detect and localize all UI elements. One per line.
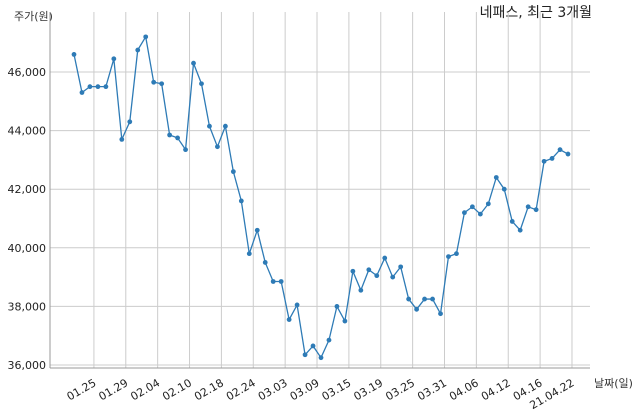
x-tick-label: 02.24 xyxy=(224,376,258,403)
x-tick-labels: 01.2501.2902.0402.1002.1802.2403.0303.09… xyxy=(65,376,577,412)
data-point xyxy=(565,151,571,157)
data-points xyxy=(71,34,571,361)
x-axis-label: 날짜(일) xyxy=(594,376,633,390)
data-point xyxy=(549,156,555,161)
data-point xyxy=(310,343,316,349)
data-point xyxy=(493,175,499,180)
data-point xyxy=(175,135,180,141)
data-point xyxy=(446,254,451,259)
y-tick-labels: 36,000 38,000 40,000 42,000 44,000 46,000 xyxy=(8,66,47,372)
data-point xyxy=(477,211,483,217)
data-point xyxy=(509,219,515,224)
y-tick-label: 46,000 xyxy=(8,66,47,79)
data-point xyxy=(358,287,364,293)
data-point xyxy=(183,147,188,153)
data-point xyxy=(342,318,348,324)
data-point xyxy=(119,136,125,142)
data-point xyxy=(95,84,101,90)
x-tick-label: 01.25 xyxy=(65,376,99,403)
data-point xyxy=(501,186,507,192)
data-point xyxy=(454,251,459,257)
data-point xyxy=(422,296,427,302)
grid xyxy=(50,12,590,368)
data-point xyxy=(71,52,77,57)
data-point xyxy=(462,210,467,216)
data-point xyxy=(517,227,523,233)
data-point xyxy=(222,123,228,129)
data-point xyxy=(438,311,443,317)
y-tick-label: 42,000 xyxy=(8,183,47,196)
data-point xyxy=(302,352,308,358)
x-tick-label: 01.29 xyxy=(97,376,131,403)
data-point xyxy=(430,296,435,302)
data-point xyxy=(533,207,539,213)
data-point xyxy=(366,267,372,273)
data-point xyxy=(254,227,260,233)
x-tick-label: 03.19 xyxy=(351,376,385,403)
y-tick-label: 36,000 xyxy=(8,359,47,372)
y-tick-label: 40,000 xyxy=(8,242,47,255)
data-point xyxy=(207,123,212,129)
data-point xyxy=(525,204,531,210)
data-point xyxy=(270,279,276,284)
data-point xyxy=(215,144,220,150)
x-tick-label: 03.15 xyxy=(320,376,354,403)
data-point xyxy=(246,251,252,257)
data-point xyxy=(238,198,244,204)
data-point xyxy=(406,296,412,302)
x-tick-label: 02.18 xyxy=(192,376,226,403)
data-point xyxy=(326,337,332,343)
data-point xyxy=(294,302,300,308)
data-point xyxy=(469,204,475,210)
data-point xyxy=(135,47,141,53)
y-axis-label: 주가(원) xyxy=(14,10,53,23)
data-point xyxy=(191,60,196,66)
data-point xyxy=(390,274,396,280)
data-point xyxy=(262,260,268,265)
data-point xyxy=(199,81,204,87)
x-tick-label: 03.25 xyxy=(383,376,417,403)
x-tick-label: 03.31 xyxy=(415,376,449,403)
y-tick-label: 38,000 xyxy=(8,300,47,313)
x-tick-label: 03.03 xyxy=(256,376,290,403)
data-point xyxy=(111,56,117,62)
data-point xyxy=(127,119,133,125)
x-tick-label: 04.06 xyxy=(447,376,481,403)
x-tick-label: 02.04 xyxy=(128,376,162,403)
data-point xyxy=(541,158,547,164)
price-line xyxy=(73,35,569,360)
data-point xyxy=(278,279,284,284)
data-point xyxy=(382,255,388,261)
data-point xyxy=(557,147,563,153)
data-point xyxy=(143,34,149,40)
data-point xyxy=(159,81,165,87)
data-point xyxy=(286,317,292,322)
data-point xyxy=(485,201,491,207)
axes xyxy=(49,12,590,369)
y-tick-label: 44,000 xyxy=(8,125,47,138)
data-point xyxy=(103,84,109,90)
x-tick-label: 04.12 xyxy=(479,376,513,403)
data-point xyxy=(230,169,236,175)
data-point xyxy=(374,273,380,279)
data-point xyxy=(167,132,173,138)
data-point xyxy=(87,84,93,90)
x-tick-label: 02.10 xyxy=(160,376,194,403)
chart-title: 네패스, 최근 3개월 xyxy=(480,5,592,21)
x-tick-label: 03.09 xyxy=(288,376,322,403)
data-point xyxy=(398,264,404,270)
data-point xyxy=(79,90,85,95)
data-point xyxy=(334,304,340,309)
data-point xyxy=(350,268,356,274)
data-point xyxy=(318,355,324,361)
data-point xyxy=(151,79,157,85)
data-point xyxy=(414,306,420,312)
